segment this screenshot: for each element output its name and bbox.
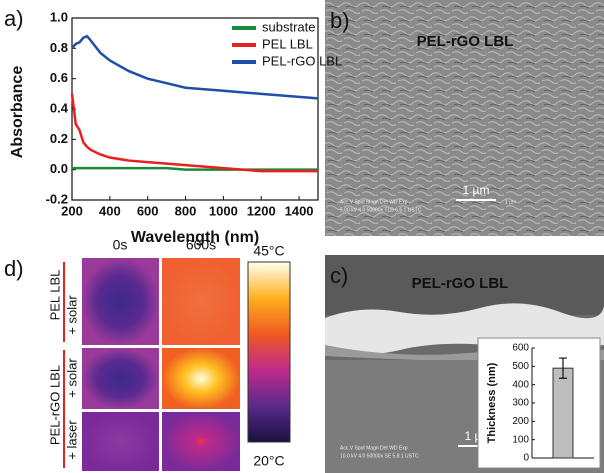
data-line — [72, 168, 318, 170]
y-tick-label: 0.8 — [50, 40, 68, 55]
column-header: 0s — [113, 237, 128, 253]
sem-info: 10.0 kV 4.0 50000x SE 5.8 1 USTC — [340, 453, 419, 459]
thermal-image — [82, 412, 159, 471]
row-label: PEL-rGO LBL — [47, 365, 62, 445]
thermal-image — [162, 348, 240, 409]
sem-info: 5.00 kV 4.0 50000x TLD 6.6 1 USTC — [340, 207, 422, 213]
legend-label: PEL-rGO LBL — [262, 53, 342, 68]
color-bar — [248, 262, 290, 442]
y-tick-label: 400 — [512, 379, 529, 390]
y-tick-label: 0.0 — [50, 161, 68, 176]
y-tick-label: 200 — [512, 416, 529, 427]
legend-label: PEL LBL — [262, 36, 313, 51]
color-bar-max: 45°C — [253, 243, 284, 259]
y-tick-label: 0.2 — [50, 131, 68, 146]
panel-label: b) — [330, 8, 350, 33]
row-label: PEL LBL — [47, 270, 62, 321]
sem-info: Acc.V Spot Magn Det WD Exp — [340, 199, 408, 205]
figure: a) Wavelength (nm) Absorbance b) PEL-rGO… — [0, 0, 604, 473]
y-tick-label: 1.0 — [50, 9, 68, 24]
color-bar-min: 20°C — [253, 453, 284, 469]
y-axis-label: Thickness (nm) — [486, 362, 498, 443]
panel-label: d) — [4, 256, 24, 281]
thermal-image — [162, 258, 240, 345]
sem-info: 1 µm — [505, 199, 516, 205]
row-condition: + laser — [64, 420, 79, 460]
thermal-image — [82, 348, 159, 409]
x-tick-label: 1200 — [247, 203, 276, 218]
thermal-image — [162, 412, 240, 471]
bar — [553, 368, 573, 458]
x-tick-label: 800 — [175, 203, 197, 218]
panel-label: c) — [330, 263, 348, 288]
y-tick-label: 500 — [512, 361, 529, 372]
y-tick-label: 600 — [512, 343, 529, 354]
sample-title: PEL-rGO LBL — [412, 275, 509, 292]
y-axis-label: Absorbance — [9, 66, 26, 159]
sem-info: Acc.V Spot Magn Det WD Exp — [340, 445, 408, 451]
x-tick-label: 600 — [137, 203, 159, 218]
column-header: 600s — [186, 237, 216, 253]
y-tick-label: 0 — [523, 453, 529, 464]
y-tick-label: 0.6 — [50, 70, 68, 85]
scale-bar-label: 1 µm — [463, 183, 490, 197]
thermal-image — [82, 258, 159, 345]
row-condition: + solar — [64, 295, 79, 335]
row-condition: + solar — [64, 358, 79, 398]
sample-title: PEL-rGO LBL — [417, 33, 514, 50]
panel-d: d) 0s 600s 45°C 20°C PEL LBL + solar PEL… — [4, 237, 290, 471]
y-tick-label: 300 — [512, 398, 529, 409]
panel-b: b) PEL-rGO LBL 1 µm Acc.V Spot Magn Det … — [325, 0, 604, 236]
x-tick-label: 1400 — [285, 203, 314, 218]
legend-label: substrate — [262, 19, 315, 34]
y-tick-label: 100 — [512, 434, 529, 445]
y-tick-label: 0.4 — [50, 100, 69, 115]
x-tick-label: 200 — [61, 203, 83, 218]
x-tick-label: 400 — [99, 203, 121, 218]
data-line — [72, 94, 318, 171]
panel-label: a) — [4, 6, 24, 31]
x-tick-label: 1000 — [209, 203, 238, 218]
